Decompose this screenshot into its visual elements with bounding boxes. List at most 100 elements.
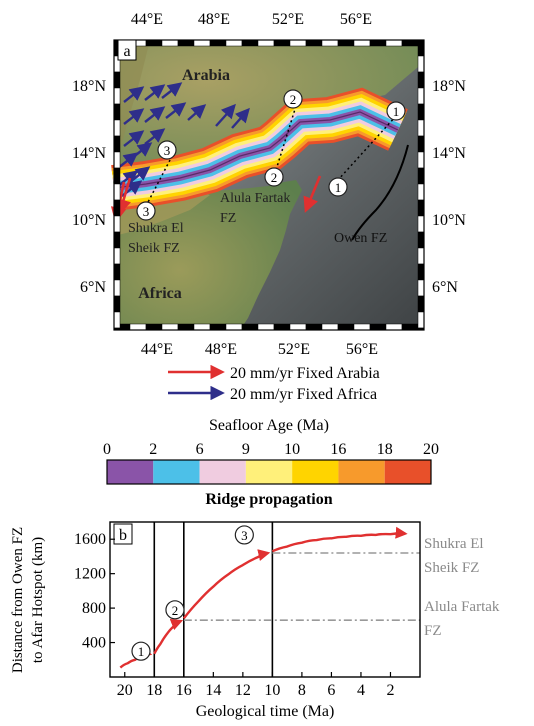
colorbar-tick-4: 10 (284, 441, 300, 458)
seafloor-age-colorbar: Seafloor Age (Ma) 0 2 6 9 10 16 18 20 Ridge pro… (103, 417, 439, 508)
colorbar-swatch-4 (292, 460, 339, 484)
svg-text:2: 2 (290, 92, 297, 107)
xtick-label-12: 12 (235, 682, 251, 699)
xtick-label-16: 16 (176, 682, 192, 699)
map-frame (113, 39, 425, 331)
colorbar-tick-5: 16 (330, 441, 346, 458)
colorbar-swatch-0 (107, 460, 154, 484)
fz-label-alula-line2: FZ (220, 211, 236, 226)
map-marker-2b: 2 (264, 167, 284, 187)
colorbar-tick-1: 2 (149, 441, 157, 458)
fz-label-shukra-line1: Shukra El (128, 221, 184, 236)
curve-segment-2 (182, 549, 271, 620)
plot-frame (109, 521, 421, 678)
map-ytick-left-18: 18°N (72, 78, 106, 95)
map-marker-2a: 2 (283, 89, 303, 109)
map-marker-3b: 3 (136, 201, 156, 221)
xtick-label-6: 6 (327, 682, 335, 699)
xtick-label-20: 20 (117, 682, 133, 699)
map-xtick-bottom-52: 52°E (278, 341, 310, 358)
map-ytick-right-6: 6°N (432, 279, 458, 296)
fz-line-shukra (145, 159, 171, 207)
chart-marker-3: 3 (234, 525, 254, 545)
map-marker-3a: 3 (157, 140, 177, 160)
colorbar-swatch-6 (384, 460, 431, 484)
ytick-label-800: 800 (82, 600, 106, 617)
colorbar-swatch-5 (338, 460, 385, 484)
svg-text:2: 2 (172, 603, 179, 618)
colorbar-tick-labels: 0 2 6 9 10 16 18 20 (103, 441, 439, 458)
xtick-label-18: 18 (146, 682, 162, 699)
panel-label-b: b (119, 527, 127, 544)
map-basemap (114, 40, 424, 330)
xtick-label-10: 10 (264, 682, 280, 699)
region-africa: Africa (138, 285, 182, 302)
hline-label-alula-2: FZ (424, 623, 442, 639)
svg-text:3: 3 (164, 143, 171, 158)
owen-fz-line (351, 144, 409, 241)
ytick-label-1600: 1600 (74, 531, 106, 548)
ridge-spreading-bands (111, 87, 408, 211)
colorbar-tick-6: 18 (377, 441, 393, 458)
curve-segment-3 (271, 526, 408, 553)
region-arabia: Arabia (182, 67, 230, 84)
ytick-label-400: 400 (82, 635, 106, 652)
svg-text:2: 2 (271, 170, 278, 185)
colorbar-tick-7: 20 (423, 441, 439, 458)
colorbar-title: Seafloor Age (Ma) (209, 417, 329, 434)
map-xtick-bottom-56: 56°E (346, 341, 378, 358)
map-ytick-left-10: 10°N (72, 212, 106, 229)
chart-marker-1: 1 (131, 641, 151, 661)
hline-label-alula-1: Alula Fartak (424, 599, 500, 615)
svg-text:3: 3 (241, 528, 248, 543)
y-axis-label-line2: to Afar Hotspot (km) (30, 537, 46, 663)
svg-text:1: 1 (393, 104, 400, 119)
svg-text:1: 1 (335, 180, 342, 195)
map-xtick-bottom-48: 48°E (205, 341, 237, 358)
fz-line-alula (275, 105, 297, 171)
colorbar-swatch-2 (199, 460, 246, 484)
map-marker-1b: 1 (328, 177, 348, 197)
map-xtick-top-52: 52°E (272, 11, 304, 28)
ytick-label-1200: 1200 (74, 566, 106, 583)
curve-segment-1 (153, 618, 184, 655)
colorbar-tick-3: 9 (242, 441, 250, 458)
map-tick-labels: 44°E 48°E 52°E 56°E 44°E 48°E 52°E 56°E … (72, 11, 466, 358)
map-xtick-top-44: 44°E (131, 11, 163, 28)
svg-text:1: 1 (138, 644, 145, 659)
colorbar-swatch-3 (245, 460, 293, 484)
ridge-axis (113, 111, 399, 189)
fz-label-owen: Owen FZ (334, 231, 387, 246)
map-ytick-right-10: 10°N (432, 212, 466, 229)
map-ytick-right-18: 18°N (432, 78, 466, 95)
xtick-label-14: 14 (205, 682, 221, 699)
colorbar-swatches (106, 459, 432, 485)
map-xtick-top-56: 56°E (340, 11, 372, 28)
colorbar-tick-2: 6 (196, 441, 204, 458)
svg-text:3: 3 (143, 204, 150, 219)
colorbar-tick-0: 0 (103, 441, 111, 458)
map-circle-markers: 1 1 2 2 3 3 (136, 89, 406, 221)
axes-ticks: 20 18 16 14 12 10 8 6 4 2 400 800 1200 1600 (74, 531, 394, 699)
fz-label-shukra-line2: Sheik FZ (128, 241, 180, 256)
panel-label-a: a (123, 43, 130, 60)
map-ytick-left-14: 14°N (72, 145, 106, 162)
fz-line-1 (337, 115, 397, 181)
xtick-label-4: 4 (357, 682, 365, 699)
xtick-label-8: 8 (298, 682, 306, 699)
legend-label-fixed-africa: 20 mm/yr Fixed Africa (230, 386, 377, 403)
colorbar-caption: Ridge propagation (205, 491, 332, 508)
arrow-legend: 20 mm/yr Fixed Arabia 20 mm/yr Fixed Afr… (168, 364, 380, 403)
x-axis-label: Geological time (Ma) (196, 703, 335, 720)
map-xtick-top-48: 48°E (198, 11, 230, 28)
hline-labels: Shukra El Sheik FZ Alula Fartak FZ (424, 536, 500, 639)
fz-label-alula-line1: Alula Fartak (220, 191, 290, 206)
hline-label-shukra-1: Shukra El (424, 536, 484, 552)
blue-arrows (117, 82, 250, 197)
map-ytick-right-14: 14°N (432, 145, 466, 162)
map-panel: Arabia Africa Shukra El Sheik FZ Alula F… (72, 11, 466, 358)
y-axis-label-line1: Distance from Owen FZ (10, 527, 26, 673)
